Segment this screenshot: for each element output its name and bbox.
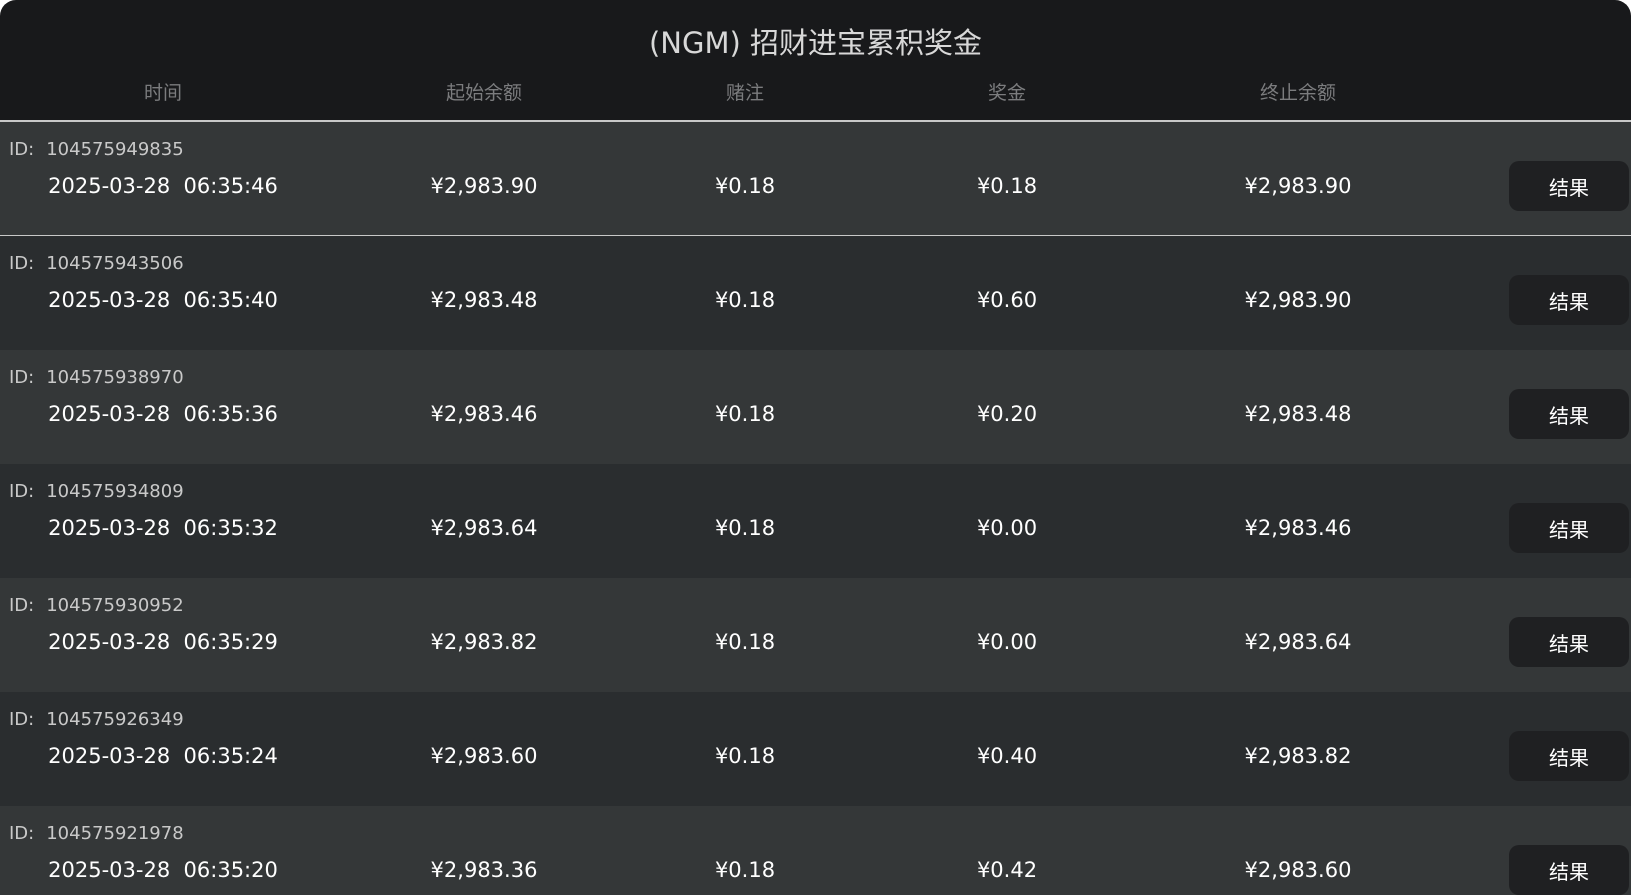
end-balance-cell: ¥2,983.60 [1244, 858, 1352, 882]
table-row: ID: 104575930952 2025-03-28 06:35:29 ¥2,9… [0, 578, 1631, 692]
round-id: ID: 104575921978 [9, 823, 184, 844]
id-label: ID: [9, 481, 35, 502]
table-row: ID: 104575926349 2025-03-28 06:35:24 ¥2,9… [0, 692, 1631, 806]
id-label: ID: [9, 139, 35, 160]
end-balance-cell: ¥2,983.82 [1244, 744, 1352, 768]
round-id: ID: 104575938970 [9, 367, 184, 388]
id-value: 104575926349 [46, 709, 184, 730]
bet-cell: ¥0.18 [714, 288, 776, 312]
time-cell: 2025-03-28 06:35:46 [48, 174, 278, 198]
time-cell: 2025-03-28 06:35:36 [48, 402, 278, 426]
bet-cell: ¥0.18 [714, 744, 776, 768]
prize-cell: ¥0.42 [976, 858, 1038, 882]
bet-cell: ¥0.18 [714, 630, 776, 654]
prize-cell: ¥0.40 [976, 744, 1038, 768]
bet-cell: ¥0.18 [714, 858, 776, 882]
start-balance-cell: ¥2,983.82 [430, 630, 538, 654]
result-button[interactable]: 结果 [1509, 389, 1629, 439]
prize-cell: ¥0.18 [976, 174, 1038, 198]
start-balance-cell: ¥2,983.48 [430, 288, 538, 312]
id-value: 104575921978 [46, 823, 184, 844]
table-row: ID: 104575943506 2025-03-28 06:35:40 ¥2,9… [0, 236, 1631, 350]
start-balance-cell: ¥2,983.90 [430, 174, 538, 198]
header-divider [0, 120, 1631, 122]
time-cell: 2025-03-28 06:35:29 [48, 630, 278, 654]
bet-cell: ¥0.18 [714, 516, 776, 540]
end-balance-cell: ¥2,983.64 [1244, 630, 1352, 654]
start-balance-cell: ¥2,983.64 [430, 516, 538, 540]
start-balance-cell: ¥2,983.36 [430, 858, 538, 882]
start-balance-cell: ¥2,983.46 [430, 402, 538, 426]
end-balance-cell: ¥2,983.48 [1244, 402, 1352, 426]
end-balance-cell: ¥2,983.90 [1244, 288, 1352, 312]
round-id: ID: 104575934809 [9, 481, 184, 502]
id-value: 104575938970 [46, 367, 184, 388]
id-value: 104575943506 [46, 253, 184, 274]
table-row: ID: 104575949835 2025-03-28 06:35:46 ¥2,9… [0, 122, 1631, 236]
id-label: ID: [9, 823, 35, 844]
result-button[interactable]: 结果 [1509, 731, 1629, 781]
table-row: ID: 104575938970 2025-03-28 06:35:36 ¥2,9… [0, 350, 1631, 464]
time-cell: 2025-03-28 06:35:40 [48, 288, 278, 312]
id-value: 104575934809 [46, 481, 184, 502]
id-value: 104575930952 [46, 595, 184, 616]
id-label: ID: [9, 595, 35, 616]
result-button[interactable]: 结果 [1509, 845, 1629, 895]
header-start-balance: 起始余额 [445, 82, 523, 104]
result-button[interactable]: 结果 [1509, 161, 1629, 211]
end-balance-cell: ¥2,983.90 [1244, 174, 1352, 198]
time-cell: 2025-03-28 06:35:24 [48, 744, 278, 768]
table-row: ID: 104575921978 2025-03-28 06:35:20 ¥2,9… [0, 806, 1631, 895]
id-label: ID: [9, 253, 35, 274]
header-bet: 赌注 [725, 82, 765, 104]
header-end-balance: 终止余额 [1259, 82, 1337, 104]
result-button[interactable]: 结果 [1509, 275, 1629, 325]
page-title: (NGM) 招财进宝累积奖金 [648, 26, 983, 60]
prize-cell: ¥0.20 [976, 402, 1038, 426]
prize-cell: ¥0.60 [976, 288, 1038, 312]
bet-cell: ¥0.18 [714, 174, 776, 198]
round-id: ID: 104575926349 [9, 709, 184, 730]
table-header: 时间 起始余额 赌注 奖金 终止余额 [0, 78, 1631, 120]
id-label: ID: [9, 367, 35, 388]
prize-cell: ¥0.00 [976, 630, 1038, 654]
prize-cell: ¥0.00 [976, 516, 1038, 540]
result-button[interactable]: 结果 [1509, 503, 1629, 553]
table-row: ID: 104575934809 2025-03-28 06:35:32 ¥2,9… [0, 464, 1631, 578]
round-id: ID: 104575943506 [9, 253, 184, 274]
time-cell: 2025-03-28 06:35:32 [48, 516, 278, 540]
result-button[interactable]: 结果 [1509, 617, 1629, 667]
time-cell: 2025-03-28 06:35:20 [48, 858, 278, 882]
bet-cell: ¥0.18 [714, 402, 776, 426]
id-label: ID: [9, 709, 35, 730]
table-body: ID: 104575949835 2025-03-28 06:35:46 ¥2,9… [0, 122, 1631, 895]
header-time: 时间 [143, 82, 183, 104]
header-prize: 奖金 [987, 82, 1027, 104]
start-balance-cell: ¥2,983.60 [430, 744, 538, 768]
end-balance-cell: ¥2,983.46 [1244, 516, 1352, 540]
id-value: 104575949835 [46, 139, 184, 160]
round-id: ID: 104575930952 [9, 595, 184, 616]
round-id: ID: 104575949835 [9, 139, 184, 160]
